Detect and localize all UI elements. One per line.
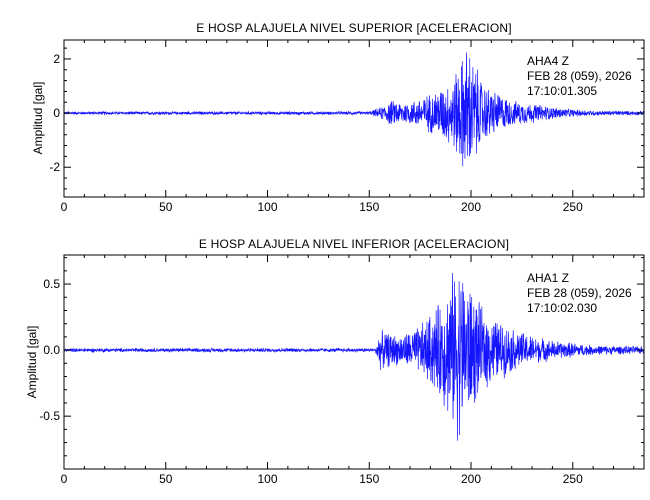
x-tick-label: 200 [461,472,481,486]
x-tick-label: 0 [61,472,68,486]
y-tick-label: -2 [49,160,60,174]
plot-frame [63,39,645,198]
chart-title: E HOSP ALAJUELA NIVEL SUPERIOR [ACELERAC… [196,21,512,35]
station-code: AHA4 Z [527,54,569,68]
x-tick-label: 250 [563,472,583,486]
waveform-line [63,273,645,441]
x-tick-label: 0 [61,200,68,214]
x-tick-label: 100 [257,472,277,486]
x-tick-label: 100 [257,200,277,214]
x-tick-label: 250 [563,200,583,214]
waveform-trace [63,273,645,441]
x-tick-label: 200 [461,200,481,214]
chart-title: E HOSP ALAJUELA NIVEL INFERIOR [ACELERAC… [199,237,509,251]
y-tick-label: 2 [53,52,60,66]
event-date: FEB 28 (059), 2026 [527,286,632,300]
waveform-trace [63,52,645,167]
y-tick-label: 0.0 [43,343,60,357]
x-axis-ticks: 0 50 100 150 200 250 [61,40,635,214]
y-axis-ticks: 2 0 -2 [49,47,644,190]
x-tick-label: 150 [359,200,379,214]
y-axis-label: Amplitud [gal] [25,326,39,399]
event-date: FEB 28 (059), 2026 [527,69,632,83]
y-tick-label: 0.5 [43,277,60,291]
x-axis-ticks: 0 50 100 150 200 250 [61,255,635,486]
x-tick-label: 50 [159,472,173,486]
x-tick-label: 50 [159,200,173,214]
waveform-line [63,52,645,167]
plot-frame [63,254,645,470]
y-axis-label: Amplitud [gal] [31,82,45,155]
y-tick-label: 0 [53,106,60,120]
y-tick-label: -0.5 [39,409,60,423]
event-time: 17:10:02.030 [527,301,597,315]
y-axis-ticks: 0.5 0.0 -0.5 [39,257,644,470]
event-time: 17:10:01.305 [527,84,597,98]
chart-panel-inferior: E HOSP ALAJUELA NIVEL INFERIOR [ACELERAC… [25,237,645,486]
station-code: AHA1 Z [527,271,569,285]
chart-panel-superior: E HOSP ALAJUELA NIVEL SUPERIOR [ACELERAC… [31,21,645,214]
x-tick-label: 150 [359,472,379,486]
